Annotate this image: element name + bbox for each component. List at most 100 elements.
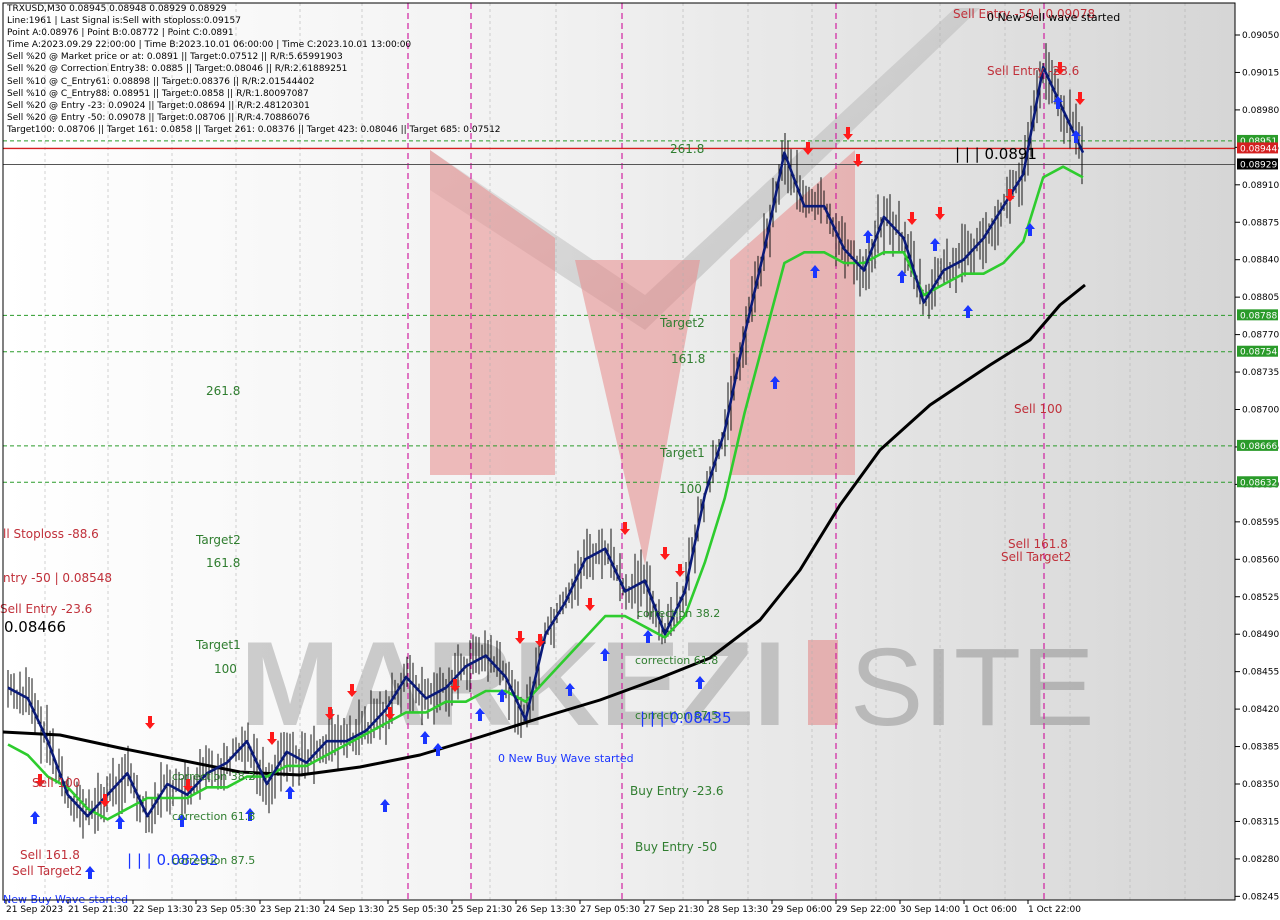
chart-annotation: correction 61.8 xyxy=(635,654,718,667)
price-tag-bg xyxy=(1237,439,1278,451)
sell-arrow xyxy=(35,774,45,787)
info-line: Time A:2023.09.29 22:00:00 | Time B:2023… xyxy=(7,40,412,51)
chart-annotation: Sell Entry -23.6 xyxy=(987,64,1079,78)
price-axis-label: 0.08455 xyxy=(1242,668,1279,678)
buy-arrow xyxy=(963,305,973,318)
price-axis-label: 0.08245 xyxy=(1242,892,1279,902)
price-axis-label: 0.08700 xyxy=(1242,406,1279,416)
chart-annotation: Buy Entry -50 xyxy=(635,840,717,854)
sell-arrow xyxy=(450,679,460,692)
chart-annotation: Sell Entry -23.6 xyxy=(0,602,92,616)
chart-annotation: ll Stoploss -88.6 xyxy=(3,527,99,541)
chart-annotation: Target2 xyxy=(659,316,705,330)
price-tag-bg xyxy=(1237,142,1278,154)
sell-arrow xyxy=(803,142,813,155)
info-line: Point A:0.08976 | Point B:0.08772 | Poin… xyxy=(7,28,234,39)
sell-arrow xyxy=(515,631,525,644)
chart-annotation: Sell 161.8 xyxy=(20,848,80,862)
sell-arrow xyxy=(385,707,395,720)
buy-arrow xyxy=(420,731,430,744)
sell-arrow xyxy=(660,547,670,560)
price-axis-label: 0.08490 xyxy=(1242,630,1279,640)
buy-arrow xyxy=(770,376,780,389)
price-tag-bg xyxy=(1237,476,1278,488)
price-axis: 0.090500.090150.089800.089450.089100.088… xyxy=(1235,31,1279,902)
time-axis-label: 29 Sep 22:00 xyxy=(836,905,896,915)
chart-annotation: 261.8 xyxy=(670,142,704,156)
time-axis-label: 25 Sep 05:30 xyxy=(388,905,448,915)
price-axis-label: 0.08350 xyxy=(1242,780,1279,790)
chart-annotation: Sell Target2 xyxy=(12,864,82,878)
chart-annotation: correction 87.5 xyxy=(172,854,255,867)
price-tag-label: 0.08788 xyxy=(1240,311,1277,321)
price-levels xyxy=(3,140,1235,483)
chart-annotation: Sell 100 xyxy=(1014,402,1062,416)
info-line: Target100: 0.08706 || Target 161: 0.0858… xyxy=(7,124,501,135)
time-axis-label: 23 Sep 05:30 xyxy=(196,905,256,915)
info-line: Sell %20 @ Entry -50: 0.09078 || Target:… xyxy=(7,112,310,123)
sell-arrow xyxy=(1005,189,1015,202)
info-line: Sell %20 @ Correction Entry38: 0.0885 ||… xyxy=(7,64,348,75)
info-line: Sell %10 @ C_Entry88: 0.08951 || Target:… xyxy=(7,88,309,99)
chart-annotation: | | | 0.08292 xyxy=(127,851,219,869)
buy-arrow xyxy=(177,814,187,827)
watermark-m-right xyxy=(730,150,855,475)
chart-annotation: 100 xyxy=(679,482,702,496)
chart-annotation: 0.08466 xyxy=(4,618,66,636)
time-axis-label: 1 Oct 06:00 xyxy=(964,905,1017,915)
signal-arrows xyxy=(30,62,1085,879)
chart-annotation: 261.8 xyxy=(206,384,240,398)
price-axis-label: 0.08910 xyxy=(1242,181,1279,191)
price-tag-bg xyxy=(1237,158,1278,170)
chart-annotation: 0 New Buy Wave started xyxy=(498,752,634,765)
time-axis-label: 25 Sep 21:30 xyxy=(452,905,512,915)
watermark-m-middle xyxy=(575,260,700,565)
price-axis-label: 0.09050 xyxy=(1242,31,1279,41)
time-axis-label: 23 Sep 21:30 xyxy=(260,905,320,915)
price-axis-label: 0.08315 xyxy=(1242,817,1279,827)
sell-arrow xyxy=(347,684,357,697)
chart-annotation: correction 87.5 xyxy=(635,709,718,722)
sell-arrow xyxy=(620,522,630,535)
buy-arrow xyxy=(643,630,653,643)
time-axis-label: 27 Sep 05:30 xyxy=(580,905,640,915)
chart-annotation: 161.8 xyxy=(206,556,240,570)
chart-annotation: correction 38.2 xyxy=(172,770,255,783)
buy-arrow xyxy=(810,265,820,278)
sell-arrow xyxy=(907,212,917,225)
chart-annotation: ntry -50 | 0.08548 xyxy=(3,571,112,585)
chart-annotation: | | | 0.08435 xyxy=(640,709,732,727)
sell-arrow xyxy=(183,779,193,792)
sell-arrow xyxy=(1075,92,1085,105)
time-axis-label: 21 Sep 21:30 xyxy=(68,905,128,915)
price-axis-label: 0.08385 xyxy=(1242,743,1279,753)
time-axis-label: 21 Sep 2023 xyxy=(6,905,63,915)
sell-arrow xyxy=(325,707,335,720)
watermark-m-left xyxy=(430,150,555,475)
price-axis-label: 0.08840 xyxy=(1242,256,1279,266)
buy-arrow xyxy=(285,786,295,799)
price-axis-label: 0.08770 xyxy=(1242,331,1279,341)
signal-info-panel: TRXUSD,M30 0.08945 0.08948 0.08929 0.089… xyxy=(7,3,501,136)
price-tag-bg xyxy=(1237,345,1278,357)
chart-annotation: Sell 100 xyxy=(32,776,80,790)
sell-arrow xyxy=(853,154,863,167)
buy-arrow xyxy=(497,689,507,702)
series-fast-signal xyxy=(7,65,1085,818)
price-axis-label: 0.08805 xyxy=(1242,293,1279,303)
price-axis-label: 0.09015 xyxy=(1242,68,1279,78)
chart-annotation: correction 61.8 xyxy=(172,810,255,823)
price-axis-label: 0.08525 xyxy=(1242,593,1279,603)
sell-arrow xyxy=(267,732,277,745)
info-line: Sell %20 @ Market price or at: 0.0891 ||… xyxy=(7,52,343,63)
price-tag-label: 0.08632 xyxy=(1240,478,1277,488)
price-tag-label: 0.08929 xyxy=(1240,160,1277,170)
sell-arrow xyxy=(145,716,155,729)
watermark-arrow xyxy=(430,8,980,330)
series-long-ma xyxy=(2,283,1086,777)
time-axis: 21 Sep 2023 21 Sep 21:30 22 Sep 13:30 23 Se… xyxy=(5,900,1081,915)
watermark-i-mark xyxy=(808,640,838,725)
time-axis-label: 1 Oct 22:00 xyxy=(1028,905,1081,915)
sell-arrow xyxy=(935,207,945,220)
